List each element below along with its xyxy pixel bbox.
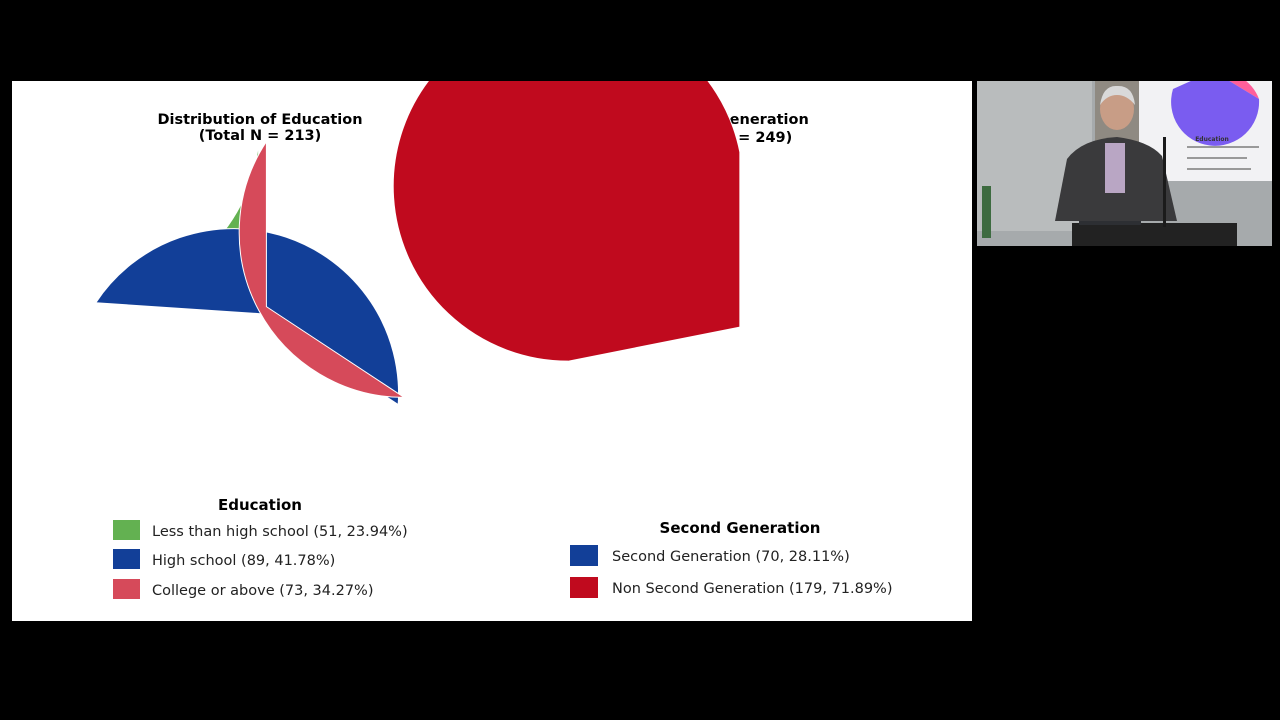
speaker-shirt	[1105, 143, 1125, 193]
chart-1-legend-label-1: High school (89, 41.78%)	[152, 553, 335, 569]
presentation-slide: Distribution of Education (Total N = 213…	[12, 81, 972, 621]
projected-legend-title: Education	[1195, 136, 1229, 143]
chart-1-legend-swatch-2	[113, 579, 140, 599]
projected-legend-line-0	[1187, 146, 1259, 148]
projected-legend-line-2	[1187, 168, 1251, 170]
microphone	[1163, 137, 1166, 227]
chart-1-pie	[93, 139, 406, 406]
chart-1-legend: Less than high school (51, 23.94%) High …	[113, 520, 408, 599]
speaker-hair	[1100, 85, 1135, 105]
water-bottle	[982, 186, 991, 238]
projected-legend-line-1	[1187, 157, 1247, 159]
chart-1-legend-swatch-1	[113, 549, 140, 569]
chart-1-subtitle: (Total N = 213)	[199, 128, 322, 144]
pie-charts: Distribution of Education (Total N = 213…	[93, 81, 892, 599]
chart-1-legend-title: Education	[218, 496, 302, 514]
chart-2-pie	[392, 81, 741, 362]
projected-pie-main	[1171, 81, 1260, 146]
chart-1-slice-1	[94, 228, 400, 406]
chart-1-legend-label-2: College or above (73, 34.27%)	[152, 583, 374, 599]
chart-2-legend: Second Generation (70, 28.11%) Non Secon…	[570, 545, 892, 598]
chart-2-legend-swatch-1	[570, 577, 598, 598]
podium	[1072, 223, 1237, 246]
chart-1-slice-2	[238, 139, 406, 398]
chart-1-legend-label-0: Less than high school (51, 23.94%)	[152, 524, 408, 540]
chart-2-slice-1	[392, 81, 741, 362]
chart-2-legend-title: Second Generation	[660, 519, 821, 537]
chart-2-legend-label-0: Second Generation (70, 28.11%)	[612, 549, 850, 565]
speaker-head	[1100, 88, 1134, 130]
chart-2-legend-label-1: Non Second Generation (179, 71.89%)	[612, 581, 892, 597]
chart-1-title: Distribution of Education	[157, 112, 362, 128]
chart-2-legend-swatch-0	[570, 545, 598, 566]
chart-1-legend-swatch-0	[113, 520, 140, 540]
speaker-video-inset: Education	[977, 81, 1272, 246]
